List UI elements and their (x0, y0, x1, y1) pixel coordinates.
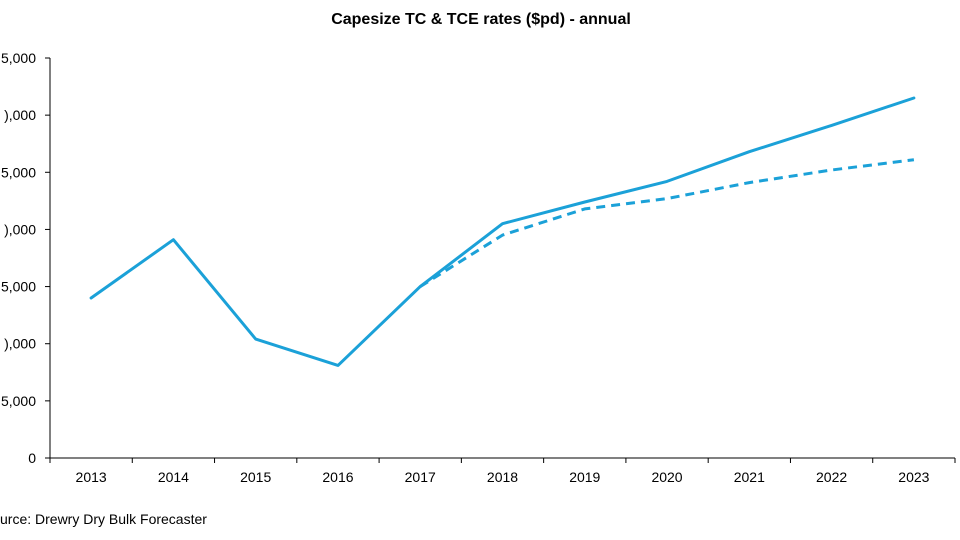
x-tick-label: 2015 (240, 469, 271, 485)
x-tick-label: 2017 (405, 469, 436, 485)
y-tick-label: ,5,000 (0, 50, 36, 66)
x-tick-label: 2023 (898, 469, 929, 485)
y-tick-label: ),000 (4, 336, 36, 352)
x-tick-label: 2019 (569, 469, 600, 485)
x-tick-label: 2018 (487, 469, 518, 485)
series-layer (89, 96, 916, 367)
y-tick-label: ,5,000 (0, 393, 36, 409)
x-tick-label: 2013 (76, 469, 107, 485)
y-tick-label: ,5,000 (0, 164, 36, 180)
x-tick-label: 2021 (734, 469, 765, 485)
x-tick-label: 2016 (322, 469, 353, 485)
chart-title: Capesize TC & TCE rates ($pd) - annual (331, 11, 631, 28)
x-tick-label: 2022 (816, 469, 847, 485)
y-axis: 0 ,5,000 ),000 ,5,000 ),000 ,5,000 ),000 ,5,000 (0, 50, 51, 466)
series-line-tce (419, 158, 915, 288)
x-tick-label: 2020 (651, 469, 682, 485)
x-axis: 2013 2014 2015 2016 2017 2018 2019 2020 2021 2022… (49, 457, 956, 485)
series-line-tc (89, 96, 916, 367)
y-tick-label: ),000 (4, 221, 36, 237)
y-tick-label: 0 (28, 450, 36, 466)
source-note: urce: Drewry Dry Bulk Forecaster (0, 511, 207, 527)
y-tick-label: ,5,000 (0, 279, 36, 295)
y-tick-label: ),000 (4, 107, 36, 123)
x-tick-label: 2014 (158, 469, 189, 485)
